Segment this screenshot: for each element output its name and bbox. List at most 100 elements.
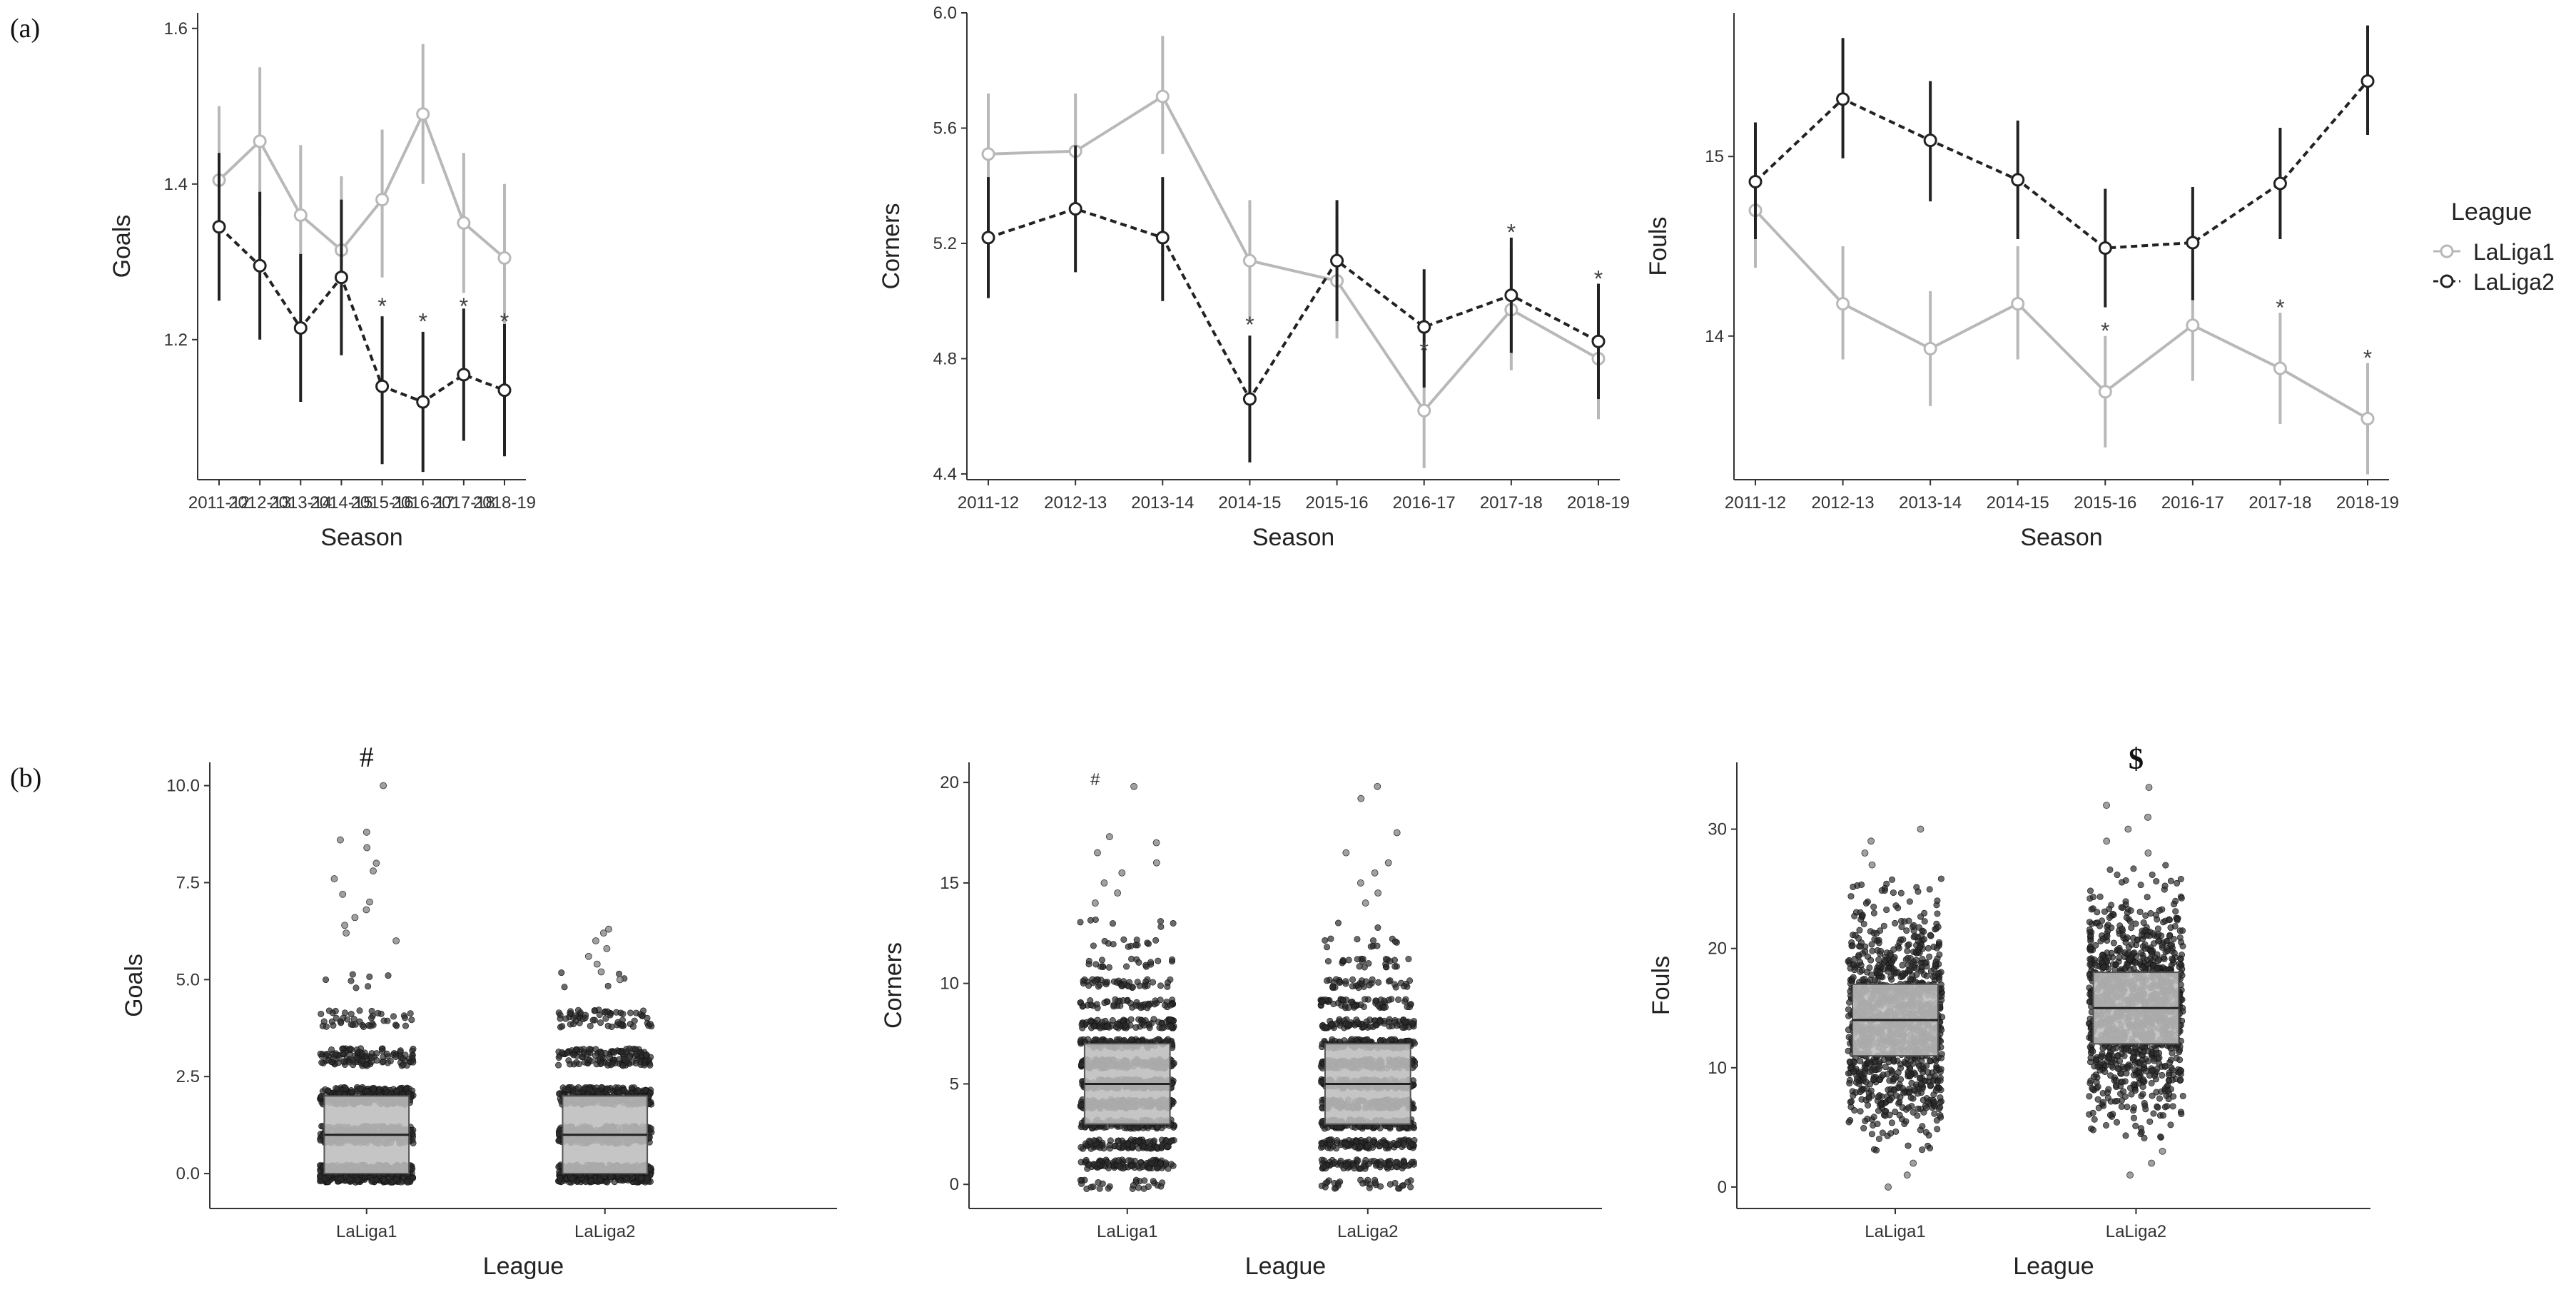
x-tick-label: 2011-12 [1725,493,1786,513]
outlier-point [372,859,380,867]
jitter-point [1897,889,1905,897]
outlier-point [593,960,601,968]
y-axis-title: Goals [108,215,136,278]
outlier-point [1384,859,1392,867]
data-point [1591,334,1606,348]
y-tick-label: 15 [1705,147,1724,166]
y-axis-title: Corners [880,942,907,1029]
outlier-point [616,976,624,984]
jitter-point [1158,1024,1165,1031]
jitter-point [608,1024,615,1031]
outlier-point [1357,794,1365,802]
jitter-point [373,1050,380,1057]
jitter-point [1365,960,1372,967]
jitter-point [1145,1001,1152,1009]
x-tick-label: 2017-18 [2248,493,2311,513]
jitter-point [1349,983,1356,990]
y-tick-label: 5.2 [933,234,957,253]
jitter-point [318,1010,325,1017]
jitter-point [1121,1124,1128,1131]
jitter-point [380,1054,387,1061]
outlier-point [1152,839,1160,847]
outlier-point [584,952,592,960]
jitter-point [567,1061,574,1068]
jitter-point [1135,1138,1142,1145]
jitter-point [1152,937,1160,944]
y-tick-label: 5.0 [176,970,200,989]
jitter-point [1934,910,1941,917]
x-tick-label: 2018-19 [473,493,536,513]
jitter-point [402,1022,409,1029]
jitter-point [1077,919,1084,926]
jitter-point [1142,963,1150,970]
jitter-point [1320,1164,1327,1171]
jitter-point [1401,983,1408,990]
jitter-point [1345,957,1352,964]
jitter-point [1137,1004,1145,1011]
jitter-point [348,1011,355,1018]
x-tick-label: LaLiga1 [1097,1222,1157,1241]
outlier-point [1100,879,1108,887]
outlier-point [1094,849,1101,857]
jitter-point [1157,996,1164,1004]
jitter-point [1150,1178,1157,1185]
jitter-point [350,1016,358,1023]
jitter-point [349,971,356,978]
jitter-point [319,1022,326,1029]
jitter-point [1077,1061,1085,1069]
jitter-point [1322,937,1329,944]
jitter-point [1899,962,1906,969]
x-tick-label: 2015-16 [351,493,414,513]
jitter-point [1128,955,1135,962]
jitter-point [1162,1001,1169,1009]
jitter-point [367,1022,374,1029]
jitter-point [393,1176,400,1183]
jitter-point [1151,1001,1158,1008]
jitter-point [619,1010,627,1017]
jitter-point [562,1015,569,1022]
x-tick-label: 2014-15 [1987,493,2049,513]
jitter-point [1354,936,1361,943]
jitter-point [317,1178,324,1185]
jitter-point [1103,998,1110,1005]
jitter-point [1115,1157,1122,1164]
outlier-point [370,867,377,875]
jitter-point [1386,1161,1394,1168]
jitter-point [598,1050,605,1057]
outlier-point [343,929,350,937]
jitter-point [1134,979,1141,986]
series-line-laliga1 [1754,209,2368,420]
jitter-point [1359,958,1366,965]
jitter-point [631,1017,638,1024]
jitter-point [1135,959,1142,966]
jitter-point [1364,1142,1371,1149]
jitter-point [1095,983,1102,990]
jitter-point [597,1019,604,1026]
jitter-point [574,1006,582,1014]
jitter-point [629,1023,637,1030]
jitter-point [604,1085,611,1092]
jitter-point [1375,979,1382,986]
jitter-point [1127,1016,1135,1023]
jitter-point [1087,1017,1095,1024]
jitter-point [1354,1019,1361,1026]
jitter-point [1155,1124,1162,1131]
jitter-point [393,1022,400,1029]
data-point [497,383,512,398]
jitter-point [1141,1177,1148,1184]
jitter-point [400,1174,407,1181]
y-axis-title: Goals [121,954,148,1017]
data-point [1330,253,1344,268]
jitter-point [1329,983,1337,990]
jitter-point [402,1051,409,1059]
data-point [212,220,226,234]
y-tick-label: 5 [950,1074,959,1094]
jitter-point [380,1017,387,1024]
jitter-point [1919,1146,1926,1154]
data-point [457,216,471,230]
x-tick-label: LaLiga1 [336,1222,397,1241]
jitter-point [348,977,355,984]
jitter-point [1357,1001,1364,1009]
x-tick-label: 2011-12 [188,493,250,513]
